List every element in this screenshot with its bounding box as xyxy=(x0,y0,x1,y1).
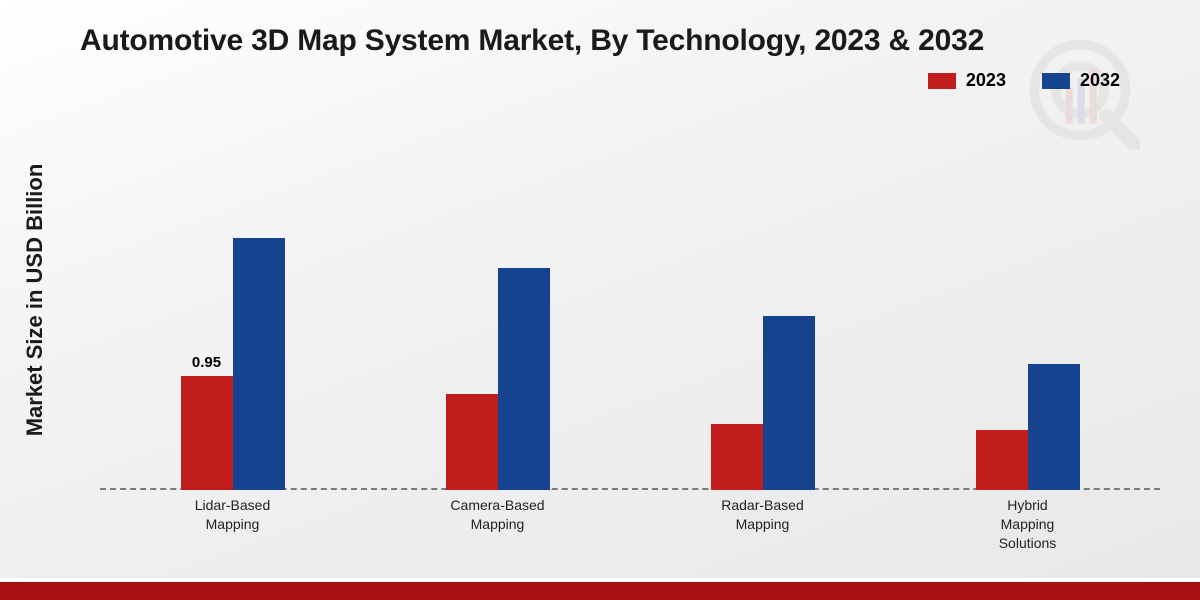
legend: 2023 2032 xyxy=(928,70,1120,91)
x-axis-label: HybridMappingSolutions xyxy=(948,496,1108,553)
legend-swatch-2032 xyxy=(1042,73,1070,89)
bar xyxy=(233,238,285,490)
bar-group xyxy=(976,364,1080,490)
bar-group xyxy=(711,316,815,490)
y-axis-label: Market Size in USD Billion xyxy=(22,164,48,437)
bar xyxy=(763,316,815,490)
bar xyxy=(976,430,1028,490)
legend-label-2023: 2023 xyxy=(966,70,1006,91)
bar-group xyxy=(446,268,550,490)
bar xyxy=(498,268,550,490)
bar: 0.95 xyxy=(181,376,233,490)
x-axis-label: Lidar-BasedMapping xyxy=(153,496,313,553)
plot-area: 0.95 xyxy=(100,110,1160,490)
legend-label-2032: 2032 xyxy=(1080,70,1120,91)
chart-page: Automotive 3D Map System Market, By Tech… xyxy=(0,0,1200,600)
x-axis-labels: Lidar-BasedMapping Camera-BasedMapping Rad… xyxy=(100,496,1160,553)
bar xyxy=(1028,364,1080,490)
legend-swatch-2023 xyxy=(928,73,956,89)
bar-value-label: 0.95 xyxy=(192,354,221,371)
bar xyxy=(446,394,498,490)
bar-groups: 0.95 xyxy=(100,110,1160,490)
bar-group: 0.95 xyxy=(181,238,285,490)
legend-item-2032: 2032 xyxy=(1042,70,1120,91)
chart-title: Automotive 3D Map System Market, By Tech… xyxy=(80,24,984,58)
legend-item-2023: 2023 xyxy=(928,70,1006,91)
x-axis-label: Camera-BasedMapping xyxy=(418,496,578,553)
footer-bar xyxy=(0,582,1200,600)
bar xyxy=(711,424,763,490)
x-axis-label: Radar-BasedMapping xyxy=(683,496,843,553)
